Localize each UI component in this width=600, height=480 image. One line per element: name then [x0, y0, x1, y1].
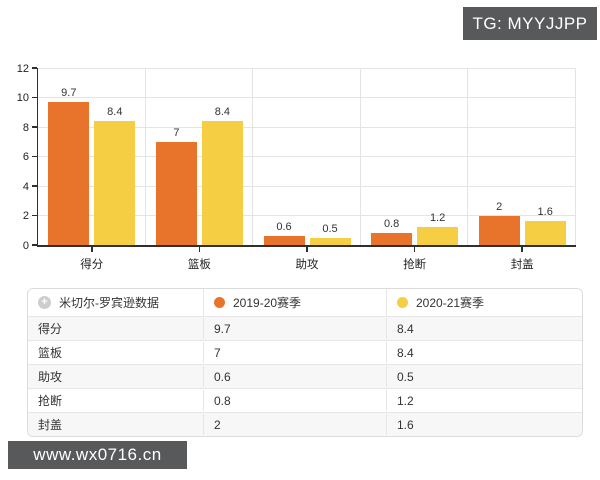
row-label-cell: 助攻: [38, 370, 63, 384]
category-label: 抢断: [403, 259, 427, 271]
bar-value-label: 2: [496, 200, 503, 213]
bar-value-label: 8.4: [214, 106, 231, 119]
bar-series2-cat3[interactable]: [309, 237, 351, 245]
bar-value-label: 0.6: [276, 221, 292, 234]
v-gridline: [359, 68, 361, 245]
bar-value-label: 0.5: [322, 222, 338, 235]
bar-series2-cat2[interactable]: [201, 121, 243, 245]
y-axis-tick: [31, 126, 37, 128]
x-axis-tick: [521, 247, 523, 252]
bar-series1-cat1[interactable]: [48, 101, 90, 245]
row-label-cell: 封盖: [38, 418, 63, 432]
y-axis-tick: [31, 96, 37, 99]
y-axis-tick: [31, 244, 37, 246]
y-axis-tick: [31, 214, 37, 217]
row-label-cell: 抢断: [38, 394, 63, 408]
h-gridline: [38, 185, 576, 187]
row-value-cell: 7: [203, 342, 386, 363]
table-row: 篮板 7 8.4: [28, 340, 582, 364]
stats-table: + 米切尔-罗宾逊数据 2019-20赛季 2020-21赛季得分 9.7 8.4 篮板 7 8…: [27, 288, 583, 437]
x-axis-tick: [91, 247, 93, 252]
bar-chart-plot-area: 0 2 4 6 8 10 12 得分 9.7 8.4 篮板 7 8.4 助攻 0.6 0.5 抢断 0.8 1.2 封…: [17, 63, 576, 271]
category-label: 篮板: [187, 259, 211, 271]
y-axis-label: 4: [22, 180, 29, 193]
h-gridline: [38, 67, 576, 69]
bar-series2-cat1[interactable]: [94, 121, 136, 245]
h-gridline: [38, 215, 576, 216]
bar-value-label: 0.8: [383, 218, 400, 231]
bar-value-label: 1.2: [429, 212, 446, 225]
table-header-title-cell: + 米切尔-罗宾逊数据: [28, 289, 203, 316]
table-row: 得分 9.7 8.4: [28, 316, 582, 340]
y-axis-tick: [31, 185, 37, 187]
tg-watermark-badge: TG: MYYJJPP: [463, 7, 597, 40]
x-axis-tick: [198, 247, 201, 252]
y-axis-label: 8: [22, 121, 29, 134]
row-label-cell: 篮板: [38, 346, 63, 360]
row-value-cell: 8.4: [386, 342, 582, 363]
v-gridline: [467, 68, 469, 245]
row-label-cell: 得分: [38, 322, 63, 336]
y-axis-label: 10: [16, 92, 29, 104]
v-gridline: [575, 68, 576, 245]
h-gridline: [38, 126, 576, 128]
y-axis-label: 0: [22, 239, 29, 252]
row-value-cell: 0.8: [203, 390, 386, 411]
row-value-cell: 8.4: [386, 318, 582, 339]
table-title-label: 米切尔-罗宾逊数据: [59, 296, 159, 310]
table-header-row: + 米切尔-罗宾逊数据 2019-20赛季 2020-21赛季: [28, 289, 582, 316]
h-gridline: [38, 97, 576, 98]
bar-value-label: 9.7: [61, 86, 77, 99]
x-axis-tick: [413, 247, 416, 252]
table-row: 助攻 0.6 0.5: [28, 364, 582, 388]
x-axis-tick: [306, 247, 308, 252]
legend-label: 2020-21赛季: [416, 296, 485, 310]
category-label: 封盖: [510, 259, 534, 271]
y-axis-label: 2: [22, 210, 29, 222]
legend-dot-icon: [397, 297, 408, 308]
site-watermark-badge: www.wx0716.cn: [8, 441, 187, 469]
legend-cell-series1: 2019-20赛季: [203, 289, 386, 316]
bar-series1-cat4[interactable]: [371, 233, 413, 245]
h-gridline: [38, 156, 576, 157]
bar-series1-cat5[interactable]: [478, 215, 520, 245]
bar-series1-cat2[interactable]: [155, 141, 197, 245]
row-value-cell: 1.2: [386, 390, 582, 411]
bar-series2-cat5[interactable]: [524, 221, 566, 245]
legend-label: 2019-20赛季: [233, 296, 302, 310]
table-row: 封盖 2 1.6: [28, 412, 582, 436]
bar-value-label: 1.6: [537, 206, 553, 219]
legend-dot-icon: [214, 297, 225, 308]
y-axis-label: 12: [16, 62, 29, 75]
category-label: 助攻: [295, 259, 319, 271]
row-value-cell: 0.6: [203, 366, 386, 387]
circle-plus-icon: +: [38, 296, 51, 309]
v-gridline: [144, 68, 146, 245]
row-value-cell: 0.5: [386, 366, 582, 387]
bar-value-label: 7: [173, 126, 180, 139]
y-axis-tick: [31, 67, 37, 69]
bar-series1-cat3[interactable]: [263, 236, 305, 245]
row-value-cell: 2: [203, 414, 386, 435]
y-axis-tick: [31, 155, 37, 158]
row-value-cell: 1.6: [386, 414, 582, 435]
row-value-cell: 9.7: [203, 318, 386, 339]
bar-value-label: 8.4: [107, 106, 123, 119]
y-axis-label: 6: [22, 151, 29, 163]
v-gridline: [252, 68, 254, 245]
bar-series2-cat4[interactable]: [417, 227, 459, 245]
table-row: 抢断 0.8 1.2: [28, 388, 582, 412]
category-label: 得分: [80, 259, 104, 271]
legend-cell-series2: 2020-21赛季: [386, 289, 582, 316]
